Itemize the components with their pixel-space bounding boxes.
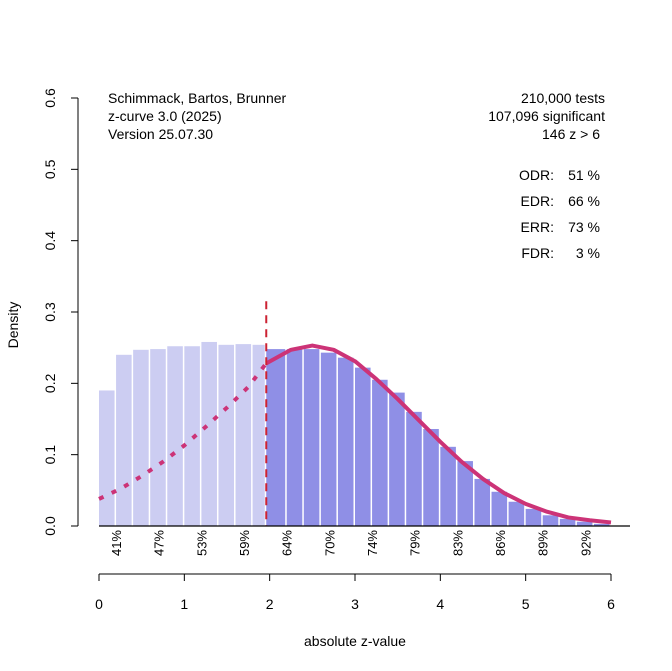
x-axis-label: absolute z-value [304,633,406,649]
power-labels: 41% 47% 53% 59% 64% 70% 74% 79% 83% 86% 89% 92% [109,530,593,556]
y-tick-label: 0.4 [42,231,58,251]
power-label: 74% [365,530,380,556]
y-tick-label: 0.1 [42,445,58,465]
bar-significant [559,518,576,526]
axes [71,97,630,581]
author-annotation: Schimmack, Bartos, Brunner z-curve 3.0 (… [108,90,287,142]
bar-significant [576,521,593,526]
bar-significant [372,379,388,526]
power-label: 83% [450,530,465,556]
y-tick-label: 0.3 [42,302,58,322]
bar-significant [542,515,559,526]
bar-significant [593,523,610,526]
x-tick-label: 5 [522,596,530,612]
err-value: 73 % [568,219,600,235]
odr-value: 51 % [568,167,600,183]
power-label: 59% [237,530,252,556]
x-tick-label: 2 [266,596,274,612]
bar-nonsignificant [218,344,235,526]
power-label: 41% [109,530,124,556]
total-tests: 210,000 tests [521,90,605,106]
y-tick-label: 0.5 [42,159,58,179]
y-tick-label: 0.2 [42,373,58,393]
y-tick-label: 0.6 [42,88,58,108]
bar-significant [508,501,525,526]
bar-significant [491,491,508,526]
bar-nonsignificant [150,349,166,526]
x-tick-label: 4 [436,596,444,612]
bar-nonsignificant [252,344,265,526]
fitted-curve-dotted [98,362,268,501]
x-tick-labels: 0 1 2 3 4 5 6 [95,596,615,612]
bar-significant [474,478,491,526]
edr-label: EDR: [521,193,554,209]
fdr-value: 3 % [576,245,600,261]
power-label: 89% [536,530,551,556]
bar-significant [406,411,422,526]
author-line: Schimmack, Bartos, Brunner [108,90,287,106]
bar-nonsignificant [116,354,132,526]
z-above-6: 146 z > 6 [542,126,600,142]
bar-significant [389,392,405,526]
bar-significant [266,349,286,526]
power-label: 64% [280,530,295,556]
stats-annotation: ODR: 51 % EDR: 66 % ERR: 73 % FDR: 3 % [519,167,600,261]
y-tick-label: 0.0 [42,516,58,536]
x-tick-label: 3 [351,596,359,612]
power-label: 79% [408,530,423,556]
fitted-curve [98,343,612,525]
err-label: ERR: [521,219,554,235]
bar-significant [337,357,354,526]
bar-nonsignificant [167,346,183,526]
bar-significant [355,367,371,526]
power-label: 70% [322,530,337,556]
power-label: 86% [493,530,508,556]
bar-significant [303,349,320,526]
odr-label: ODR: [519,167,554,183]
y-tick-labels: 0.0 0.1 0.2 0.3 0.4 0.5 0.6 [42,88,58,536]
bar-significant [440,446,456,526]
bar-significant [525,508,542,526]
bar-nonsignificant [201,341,217,526]
edr-value: 66 % [568,193,600,209]
bar-nonsignificant [133,349,149,526]
fitted-curve-solid [265,343,612,525]
power-label: 92% [578,530,593,556]
version-title-line: z-curve 3.0 (2025) [108,108,222,124]
histogram-bars [99,341,610,526]
bar-significant [457,461,473,526]
bar-significant [286,349,303,526]
count-annotation: 210,000 tests 107,096 significant 146 z … [488,90,605,142]
x-tick-label: 0 [95,596,103,612]
bar-significant [423,428,439,526]
fdr-label: FDR: [521,245,554,261]
x-tick-label: 6 [607,596,615,612]
power-label: 47% [152,530,167,556]
significant-tests: 107,096 significant [488,108,605,124]
y-axis-label: Density [5,302,21,349]
bar-significant [320,352,337,526]
x-tick-label: 1 [180,596,188,612]
bar-nonsignificant [235,344,252,526]
power-label: 53% [194,530,209,556]
version-number-line: Version 25.07.30 [108,126,213,142]
bar-nonsignificant [99,390,115,526]
